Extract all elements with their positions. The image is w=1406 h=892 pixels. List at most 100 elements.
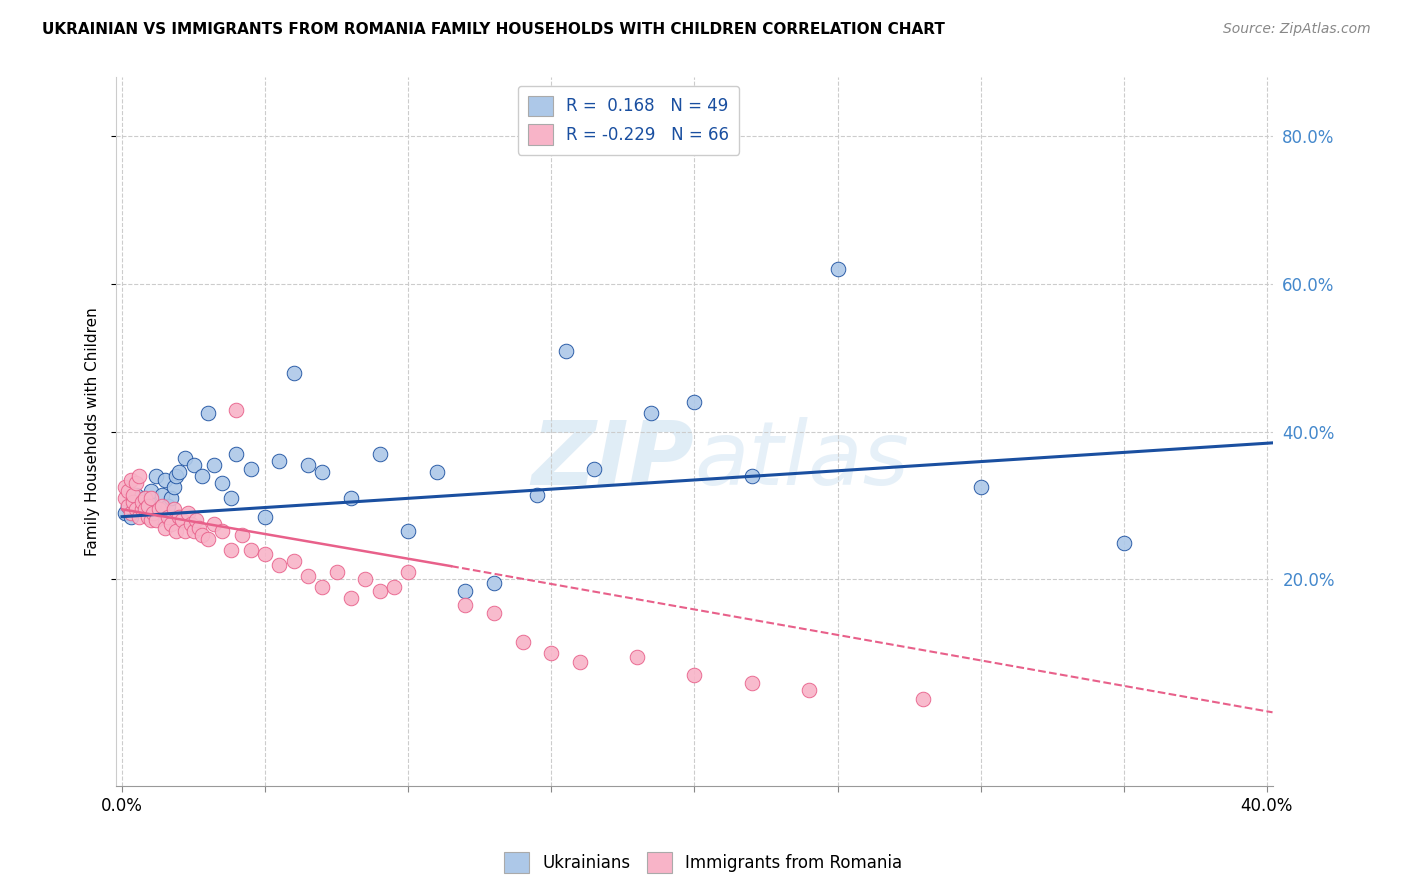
Y-axis label: Family Households with Children: Family Households with Children [86, 308, 100, 557]
Point [219, 491, 242, 506]
Point [165, 469, 187, 483]
Point [827, 262, 849, 277]
Point [741, 675, 763, 690]
Point [969, 480, 991, 494]
Point [202, 458, 225, 472]
Point [174, 450, 197, 465]
Point [122, 495, 145, 509]
Point [197, 406, 219, 420]
Point [139, 513, 162, 527]
Point [128, 499, 150, 513]
Point [188, 521, 211, 535]
Point [142, 502, 165, 516]
Point [177, 506, 200, 520]
Point [136, 495, 159, 509]
Point [640, 406, 662, 420]
Point [239, 461, 262, 475]
Point [142, 506, 165, 520]
Point [114, 506, 136, 520]
Point [254, 547, 277, 561]
Point [172, 513, 194, 527]
Point [180, 517, 202, 532]
Point [162, 480, 184, 494]
Point [540, 646, 562, 660]
Point [122, 487, 145, 501]
Point [122, 502, 145, 516]
Point [114, 480, 136, 494]
Point [202, 517, 225, 532]
Point [159, 491, 181, 506]
Point [136, 509, 159, 524]
Point [128, 509, 150, 524]
Point [183, 524, 205, 539]
Point [139, 483, 162, 498]
Point [283, 366, 305, 380]
Point [114, 491, 136, 506]
Point [134, 491, 156, 506]
Point [145, 513, 167, 527]
Point [117, 483, 139, 498]
Point [912, 692, 935, 706]
Point [120, 473, 142, 487]
Point [454, 583, 477, 598]
Point [136, 499, 159, 513]
Point [482, 576, 505, 591]
Point [150, 487, 173, 501]
Point [156, 499, 179, 513]
Point [396, 524, 419, 539]
Point [426, 466, 449, 480]
Point [165, 524, 187, 539]
Point [148, 502, 170, 516]
Point [131, 502, 153, 516]
Point [145, 469, 167, 483]
Point [139, 491, 162, 506]
Point [311, 466, 333, 480]
Point [354, 573, 377, 587]
Point [340, 591, 363, 605]
Text: atlas: atlas [695, 417, 910, 503]
Point [162, 502, 184, 516]
Point [167, 466, 190, 480]
Point [797, 683, 820, 698]
Text: Source: ZipAtlas.com: Source: ZipAtlas.com [1223, 22, 1371, 37]
Point [186, 513, 208, 527]
Point [626, 649, 648, 664]
Point [125, 502, 148, 516]
Point [159, 517, 181, 532]
Point [1112, 535, 1135, 549]
Point [134, 491, 156, 506]
Point [153, 473, 176, 487]
Point [167, 509, 190, 524]
Point [340, 491, 363, 506]
Point [382, 580, 405, 594]
Point [125, 476, 148, 491]
Point [191, 469, 214, 483]
Point [512, 635, 534, 649]
Legend: Ukrainians, Immigrants from Romania: Ukrainians, Immigrants from Romania [498, 846, 908, 880]
Point [325, 565, 347, 579]
Point [269, 558, 291, 572]
Point [741, 469, 763, 483]
Point [120, 509, 142, 524]
Point [148, 509, 170, 524]
Point [269, 454, 291, 468]
Point [554, 343, 576, 358]
Point [225, 447, 247, 461]
Point [283, 554, 305, 568]
Point [368, 583, 391, 598]
Point [568, 655, 591, 669]
Legend: R =  0.168   N = 49, R = -0.229   N = 66: R = 0.168 N = 49, R = -0.229 N = 66 [517, 86, 740, 155]
Point [153, 521, 176, 535]
Point [211, 524, 233, 539]
Point [368, 447, 391, 461]
Point [482, 606, 505, 620]
Point [683, 395, 706, 409]
Point [311, 580, 333, 594]
Point [211, 476, 233, 491]
Point [117, 499, 139, 513]
Point [131, 502, 153, 516]
Point [583, 461, 606, 475]
Point [131, 495, 153, 509]
Point [120, 506, 142, 520]
Point [454, 599, 477, 613]
